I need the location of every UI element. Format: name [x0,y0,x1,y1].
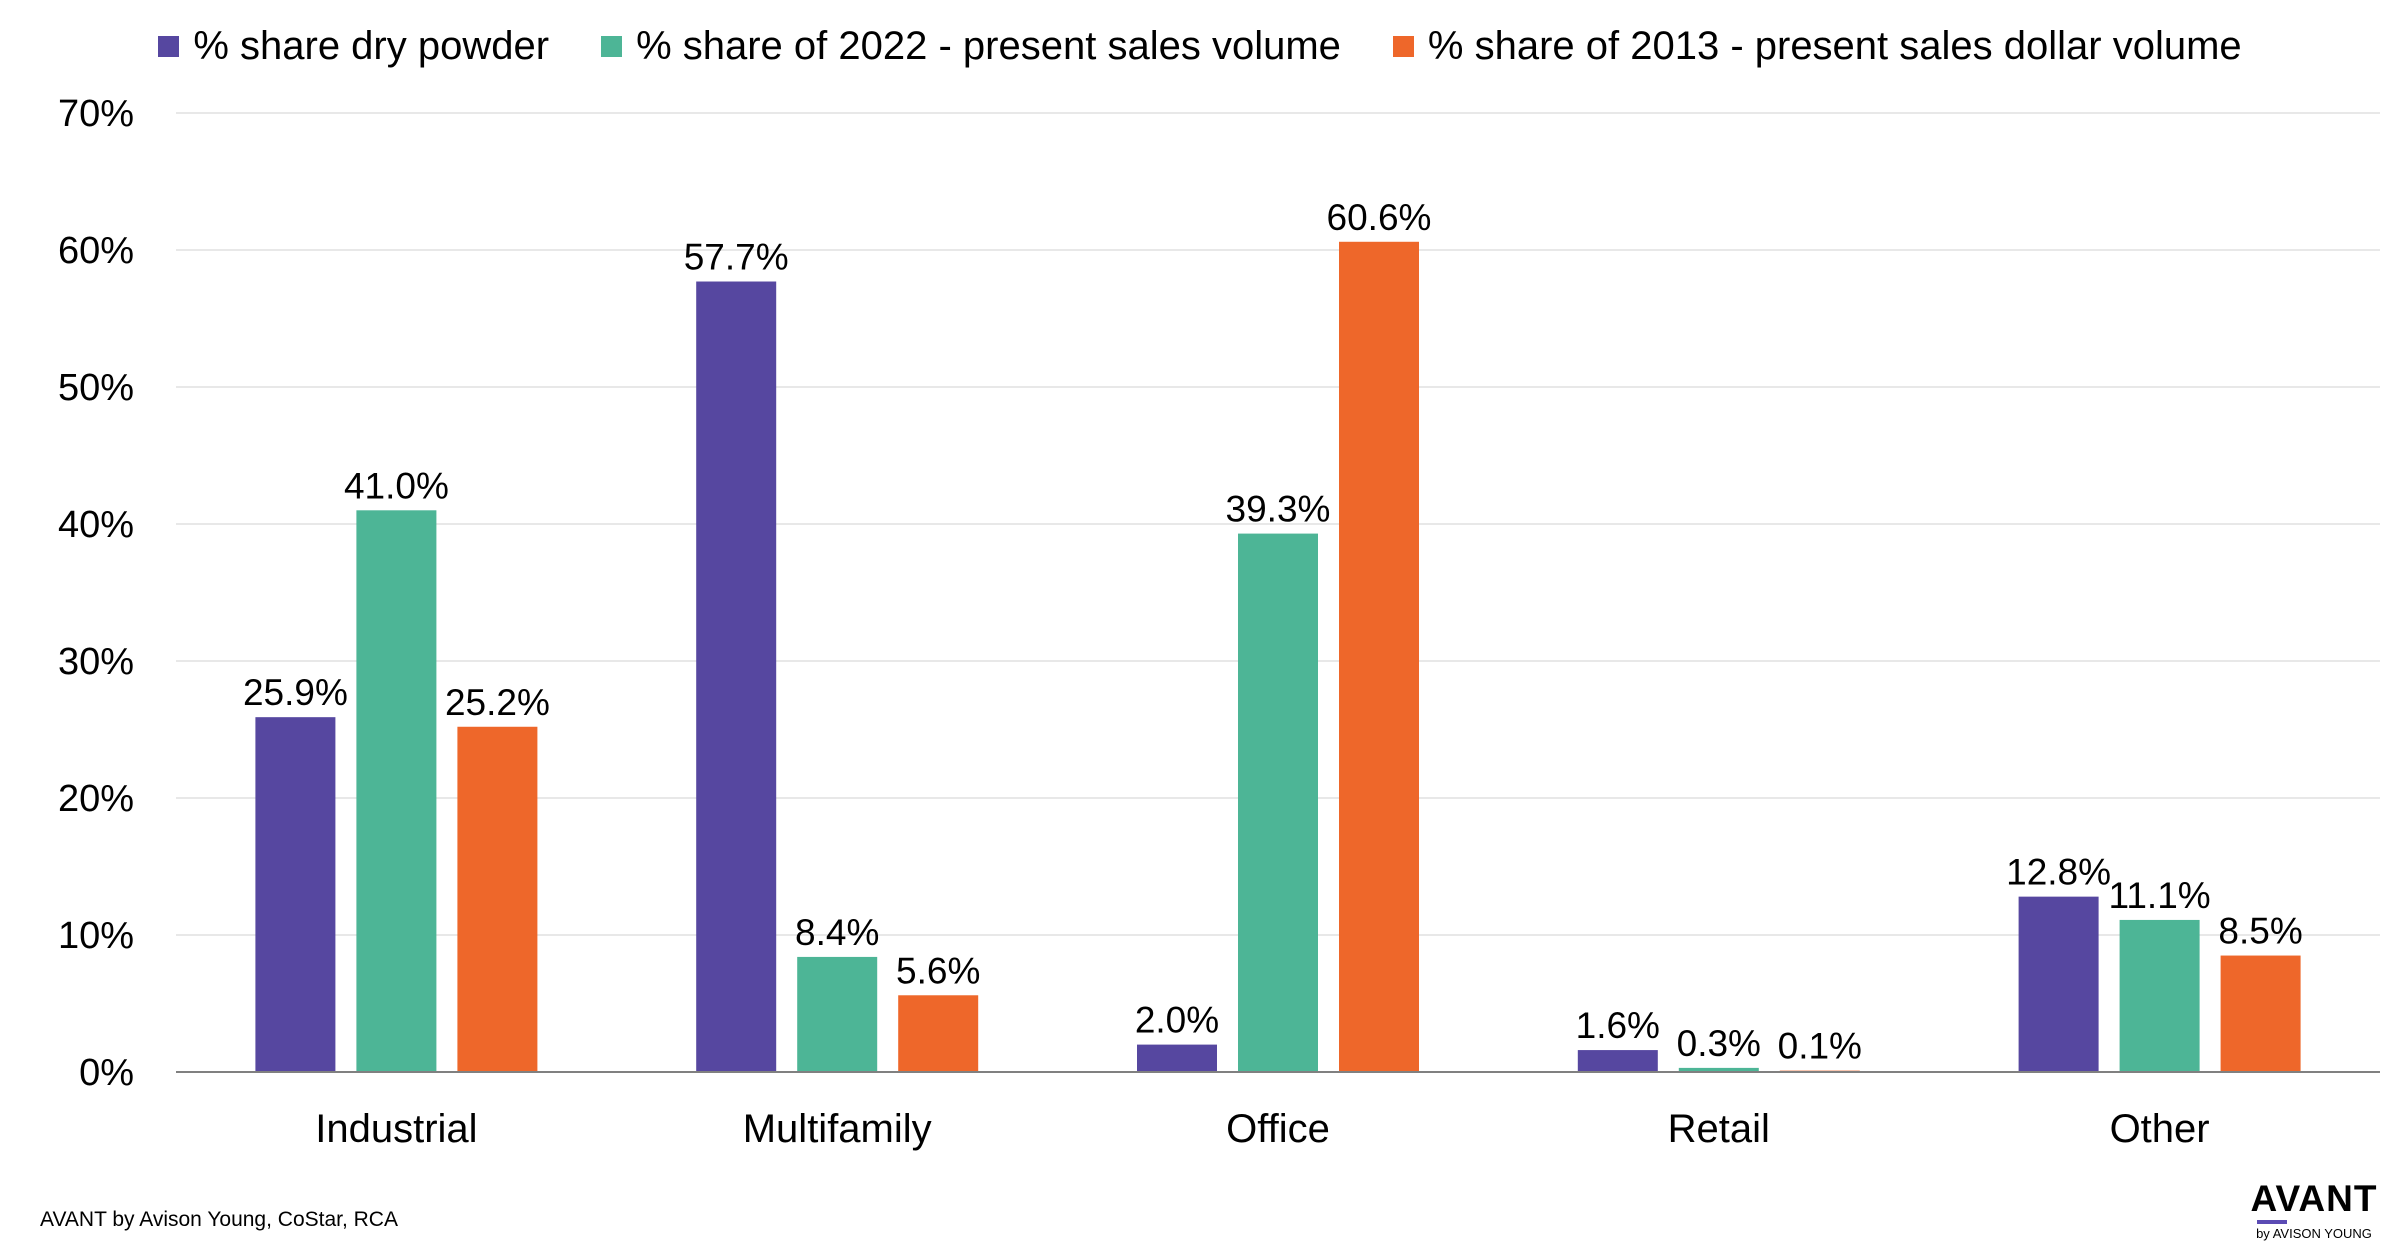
y-tick-label-30: 30% [58,641,134,683]
y-tick-label-10: 10% [58,915,134,957]
avant-logo: AVANT by AVISON YOUNG [2244,1178,2384,1242]
y-tick-label-20: 20% [58,778,134,820]
x-category-label-other: Other [2110,1107,2210,1151]
data-label-multifamily-series-3: 5.6% [896,950,980,991]
bar-industrial-series-1 [255,717,336,1072]
data-label-office-series-1: 2.0% [1135,1000,1219,1041]
legend-item-dry-powder: % share dry powder [158,24,549,69]
data-label-multifamily-series-1: 57.7% [684,237,789,278]
legend-item-2022-sales-volume: % share of 2022 - present sales volume [601,24,1341,69]
y-tick-label-0: 0% [79,1052,134,1094]
data-label-office-series-2: 39.3% [1226,489,1331,530]
data-label-industrial-series-3: 25.2% [445,682,550,723]
data-label-industrial-series-2: 41.0% [344,465,449,506]
legend-swatch-2022-sales-volume [601,36,623,57]
data-label-multifamily-series-2: 8.4% [795,912,879,953]
data-label-retail-series-2: 0.3% [1677,1023,1761,1064]
x-category-label-industrial: Industrial [315,1107,477,1151]
data-label-retail-series-3: 0.1% [1778,1026,1862,1067]
bar-retail-series-2 [1678,1067,1759,1072]
bar-multifamily-series-3 [898,995,979,1072]
legend-label-2022-sales-volume: % share of 2022 - present sales volume [636,24,1341,68]
legend-label-dry-powder: % share dry powder [193,24,550,68]
data-label-retail-series-1: 1.6% [1576,1005,1660,1046]
y-tick-label-60: 60% [58,230,134,272]
bar-other-series-1 [2018,896,2099,1072]
legend-label-2013-sales-dollar-volume: % share of 2013 - present sales dollar v… [1427,24,2242,68]
bar-industrial-series-3 [457,726,538,1072]
data-label-other-series-3: 8.5% [2218,911,2302,952]
x-category-label-multifamily: Multifamily [743,1107,932,1151]
data-label-other-series-2: 11.1% [2109,875,2211,916]
data-label-other-series-1: 12.8% [2006,852,2111,893]
bar-other-series-2 [2119,919,2200,1072]
bar-industrial-series-2 [356,510,437,1072]
source-note: AVANT by Avison Young, CoStar, RCA [40,1208,398,1231]
bar-other-series-3 [2220,955,2301,1072]
data-label-office-series-3: 60.6% [1327,197,1432,238]
y-tick-label-50: 50% [58,367,134,409]
legend-swatch-dry-powder [158,36,180,57]
legend-item-2013-sales-dollar-volume: % share of 2013 - present sales dollar v… [1392,24,2242,69]
bar-office-series-3 [1339,241,1419,1072]
chart-legend: % share dry powder % share of 2022 - pre… [0,24,2400,69]
logo-tagline: by AVISON YOUNG [2256,1226,2372,1241]
bar-multifamily-series-1 [696,281,777,1072]
bar-office-series-2 [1238,533,1318,1072]
x-category-label-retail: Retail [1668,1107,1770,1151]
logo-wordmark: AVANT [2250,1178,2378,1219]
y-tick-label-70: 70% [58,93,134,135]
x-category-label-office: Office [1226,1107,1330,1151]
y-tick-label-40: 40% [58,504,134,546]
bar-retail-series-1 [1577,1050,1658,1072]
legend-swatch-2013-sales-dollar-volume [1392,36,1414,57]
bar-multifamily-series-2 [797,956,878,1072]
data-label-industrial-series-1: 25.9% [243,672,348,713]
bar-office-series-1 [1137,1044,1217,1072]
logo-accent-bar [2257,1220,2287,1224]
